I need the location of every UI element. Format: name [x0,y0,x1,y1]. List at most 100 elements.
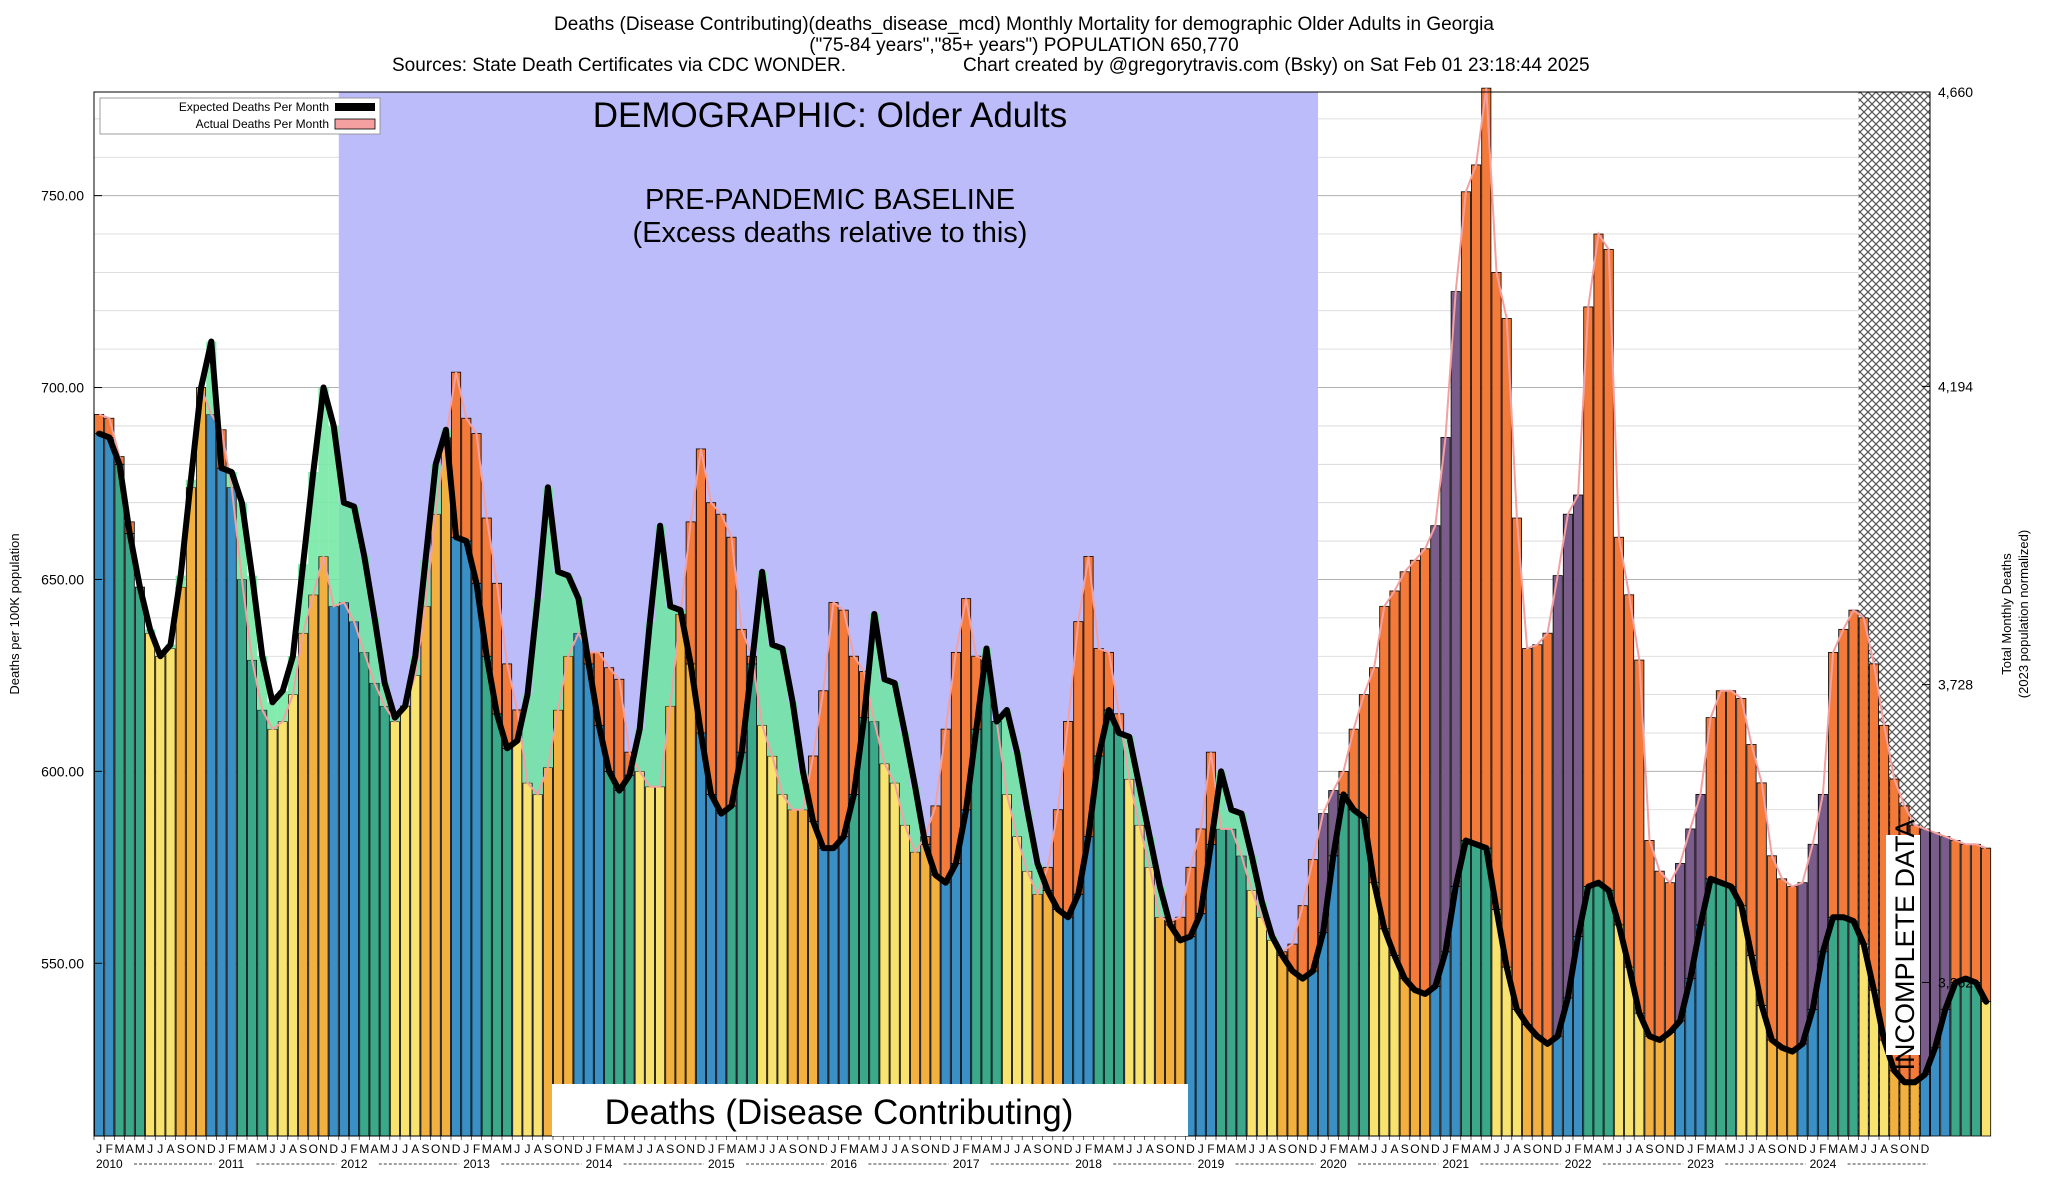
month-tick-label: J [1137,1142,1143,1156]
month-tick-label: O [1410,1142,1419,1156]
month-tick-label: A [166,1142,174,1156]
month-tick-label: J [219,1142,225,1156]
month-tick-label: D [1676,1142,1685,1156]
month-tick-label: M [482,1142,492,1156]
bar [1409,989,1420,1137]
month-tick-label: N [442,1142,451,1156]
month-tick-label: A [1758,1142,1766,1156]
bar [1583,886,1594,1137]
incomplete-data-label: INCOMPLETE DATA [1890,819,1920,1070]
y-axis-label-left: Deaths per 100K population [7,533,22,694]
excess-bar [1420,548,1431,995]
deficit-fill [1216,771,1227,829]
deficit-fill [787,702,798,810]
bar [1114,732,1125,1137]
deficit-fill [553,571,564,710]
excess-bar [1389,590,1400,957]
month-tick-label: O [798,1142,807,1156]
chart-sources: Sources: State Death Certificates via CD… [392,55,847,76]
month-tick-label: A [370,1142,378,1156]
bar [573,632,584,1137]
legend: Expected Deaths Per Month Actual Deaths … [99,97,381,135]
bar [1379,928,1390,1137]
bar [461,540,472,1137]
bar [583,663,594,1137]
bar [1828,916,1839,1137]
bar [440,437,451,1137]
month-tick-label: D [207,1142,216,1156]
deficit-fill [1012,752,1023,837]
month-tick-label: O [921,1142,930,1156]
excess-bar [706,502,717,795]
excess-bar [1460,191,1471,841]
deficit-fill [1022,809,1033,872]
bar [1909,1081,1920,1137]
month-tick-label: N [197,1142,206,1156]
month-tick-label: F [1207,1142,1214,1156]
deficit-fill [379,683,390,707]
month-tick-label: M [1604,1142,1614,1156]
month-tick-label: M [1339,1142,1349,1156]
bar [593,724,604,1137]
bar [1124,778,1135,1137]
year-tick-label: 2022 [1565,1157,1592,1171]
year-tick-label: 2020 [1320,1157,1347,1171]
bar [1103,709,1114,1137]
month-tick-label: D [697,1142,706,1156]
month-tick-label: S [911,1142,919,1156]
bar [430,513,441,1137]
year-tick-label: 2017 [953,1157,980,1171]
excess-bar [1766,855,1777,1041]
bar [1603,889,1614,1137]
month-tick-label: J [1861,1142,1867,1156]
bar [1766,1039,1777,1137]
bar [1664,1031,1675,1137]
excess-bar [1471,164,1482,845]
bar [1797,1043,1808,1137]
month-tick-label: M [604,1142,614,1156]
excess-bar [1522,648,1533,1026]
bar [1420,993,1431,1137]
bar [1889,1070,1900,1137]
bar [1287,970,1298,1137]
month-tick-label: S [1401,1142,1409,1156]
bar [1205,843,1216,1137]
month-tick-label: S [1156,1142,1164,1156]
y-tick-label-left: 650.00 [41,571,84,587]
deficit-fill [1001,709,1012,795]
year-tick-label: 2021 [1442,1157,1469,1171]
month-tick-label: A [1594,1142,1602,1156]
bar [1644,1035,1655,1137]
month-tick-label: S [177,1142,185,1156]
month-tick-label: J [402,1142,408,1156]
bar [1318,932,1329,1137]
deficit-fill [359,556,370,653]
bar [1593,882,1604,1137]
excess-bar [1103,651,1114,711]
deficit-fill [563,575,574,657]
month-tick-label: J [147,1142,153,1156]
month-tick-label: J [1249,1142,1255,1156]
month-tick-label: F [1819,1142,1826,1156]
month-tick-label: D [1309,1142,1318,1156]
excess-bar [1501,318,1512,968]
month-tick-label: M [1706,1142,1716,1156]
month-tick-label: J [514,1142,520,1156]
month-tick-label: M [1114,1142,1124,1156]
bar [1093,755,1104,1137]
bar [400,705,411,1137]
month-tick-label: O [1900,1142,1909,1156]
month-tick-label: A [982,1142,990,1156]
month-tick-label: J [1126,1142,1132,1156]
year-tick-label: 2023 [1687,1157,1714,1171]
month-tick-label: M [1828,1142,1838,1156]
excess-bar [1950,840,1961,983]
bar [369,682,380,1137]
excess-bar [1624,594,1635,968]
excess-bar [1726,690,1737,887]
bar [981,659,992,1137]
bar [1256,916,1267,1137]
bar [114,463,125,1137]
month-tick-label: J [1687,1142,1693,1156]
